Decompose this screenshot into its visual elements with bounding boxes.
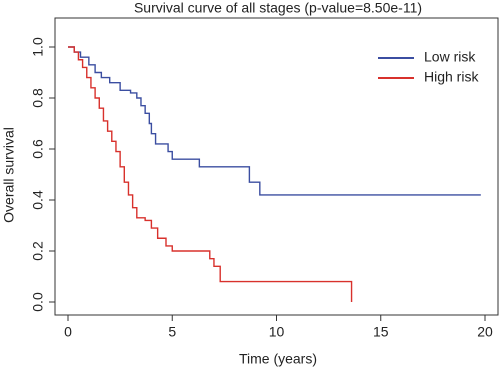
legend-label: Low risk (424, 49, 476, 65)
chart-title: Survival curve of all stages (p-value=8.… (134, 0, 422, 16)
x-tick-label: 15 (373, 324, 389, 340)
y-tick-label: 0.4 (30, 190, 46, 210)
y-tick-label: 1.0 (30, 37, 46, 57)
x-tick-label: 10 (269, 324, 285, 340)
x-tick-label: 20 (477, 324, 493, 340)
legend-label: High risk (424, 69, 479, 85)
x-tick-label: 0 (64, 324, 72, 340)
y-tick-label: 0.0 (30, 292, 46, 312)
x-tick-label: 5 (168, 324, 176, 340)
y-tick-label: 0.2 (30, 241, 46, 261)
y-tick-label: 0.8 (30, 88, 46, 108)
x-axis-label: Time (years) (239, 351, 317, 367)
y-axis-label: Overall survival (1, 127, 17, 223)
survival-curve (68, 46, 481, 196)
survival-curve (68, 46, 353, 302)
y-tick-label: 0.6 (30, 139, 46, 159)
